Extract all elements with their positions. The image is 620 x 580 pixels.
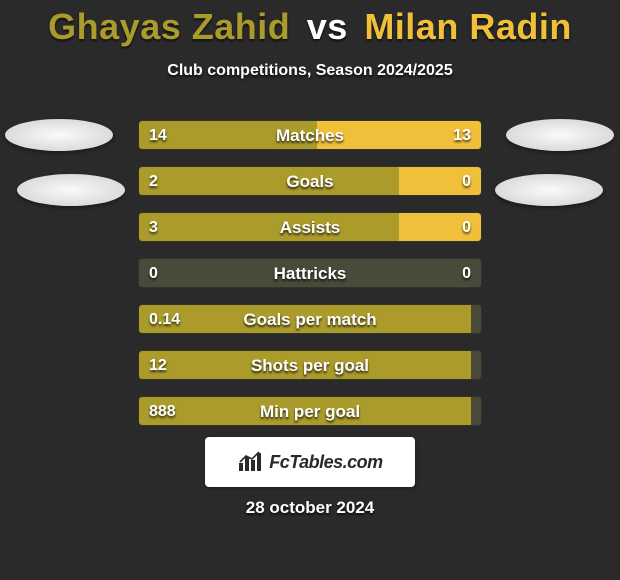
- metric-label: Goals: [139, 167, 481, 196]
- metric-label: Assists: [139, 213, 481, 242]
- metric-bar: 1413Matches: [138, 120, 482, 150]
- player1-name: Ghayas Zahid: [48, 6, 290, 47]
- metric-bar: 888Min per goal: [138, 396, 482, 426]
- player2-name: Milan Radin: [364, 6, 572, 47]
- player2-badge-1: [506, 119, 614, 151]
- comparison-title: Ghayas Zahid vs Milan Radin: [0, 0, 620, 48]
- metric-label: Goals per match: [139, 305, 481, 334]
- subtitle: Club competitions, Season 2024/2025: [0, 62, 620, 80]
- metric-bar: 30Assists: [138, 212, 482, 242]
- date-stamp: 28 october 2024: [0, 498, 620, 518]
- metric-label: Min per goal: [139, 397, 481, 426]
- metric-bar: 12Shots per goal: [138, 350, 482, 380]
- bars-icon: [237, 451, 263, 473]
- metric-bar: 00Hattricks: [138, 258, 482, 288]
- player1-badge-2: [17, 174, 125, 206]
- metrics-bars: 1413Matches 20Goals 30Assists 00Hattricks 0.…: [138, 120, 482, 442]
- metric-label: Hattricks: [139, 259, 481, 288]
- player2-badge-2: [495, 174, 603, 206]
- metric-label: Shots per goal: [139, 351, 481, 380]
- metric-bar: 0.14Goals per match: [138, 304, 482, 334]
- fctables-badge: FcTables.com: [205, 437, 415, 487]
- metric-bar: 20Goals: [138, 166, 482, 196]
- brand-text: FcTables.com: [269, 452, 382, 473]
- metric-label: Matches: [139, 121, 481, 150]
- vs-text: vs: [307, 6, 348, 47]
- player1-badge-1: [5, 119, 113, 151]
